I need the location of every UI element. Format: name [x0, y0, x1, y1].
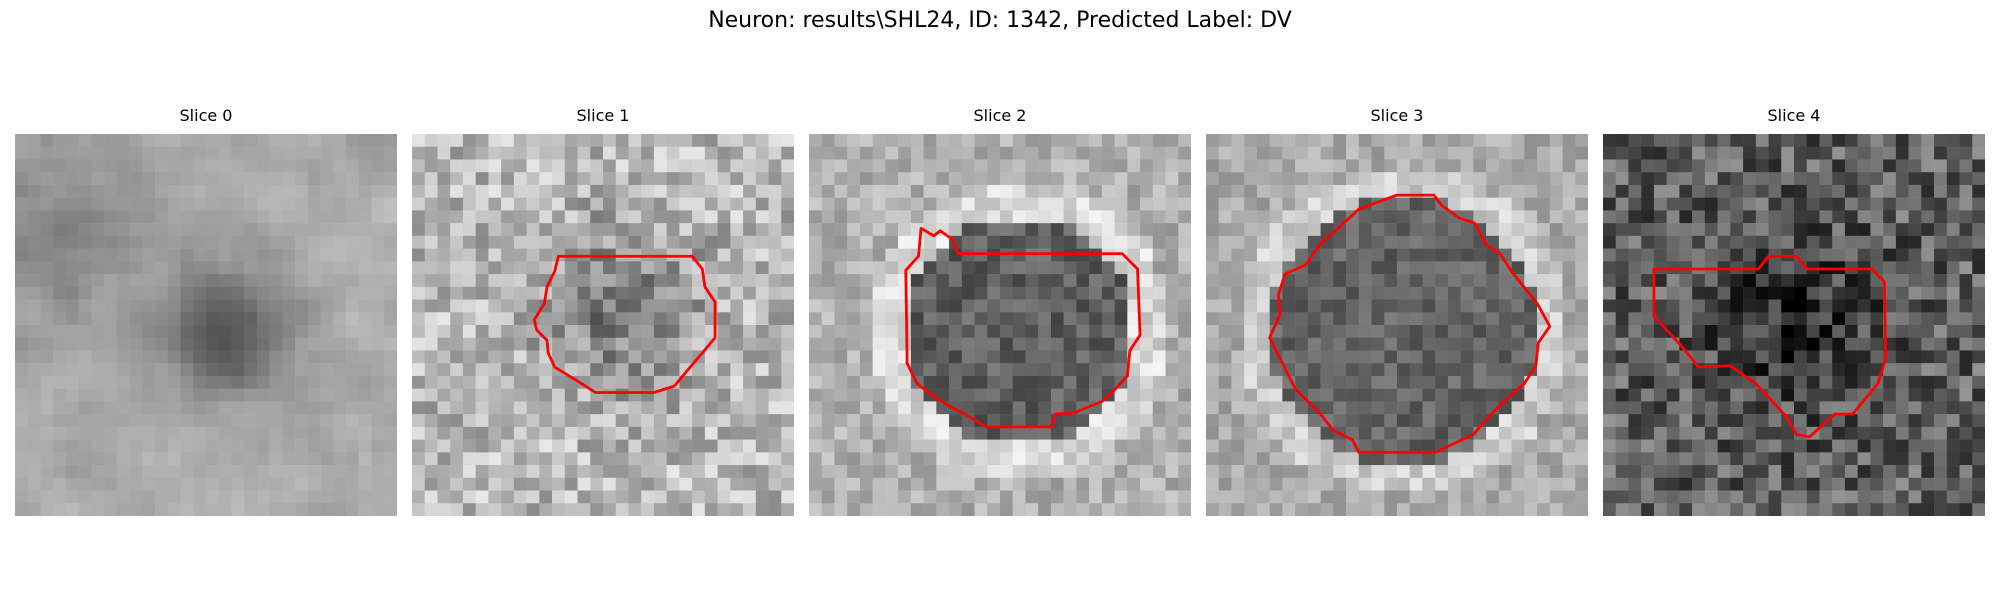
slice-image-0 — [15, 134, 397, 516]
slice-title-3: Slice 3 — [1370, 106, 1424, 125]
roi-contour-3 — [1268, 193, 1552, 454]
slice-image-1 — [412, 134, 794, 516]
roi-contour-2 — [904, 226, 1142, 429]
slice-title-4: Slice 4 — [1767, 106, 1821, 125]
slice-image-3 — [1206, 134, 1588, 516]
slice-title-0: Slice 0 — [179, 106, 233, 125]
figure-title: Neuron: results\SHL24, ID: 1342, Predict… — [708, 8, 1292, 33]
roi-contour-4 — [1652, 254, 1888, 439]
slice-image-4 — [1603, 134, 1985, 516]
slice-image-2 — [809, 134, 1191, 516]
slice-title-2: Slice 2 — [973, 106, 1027, 125]
roi-contour-1 — [532, 254, 717, 394]
slice-title-1: Slice 1 — [576, 106, 630, 125]
